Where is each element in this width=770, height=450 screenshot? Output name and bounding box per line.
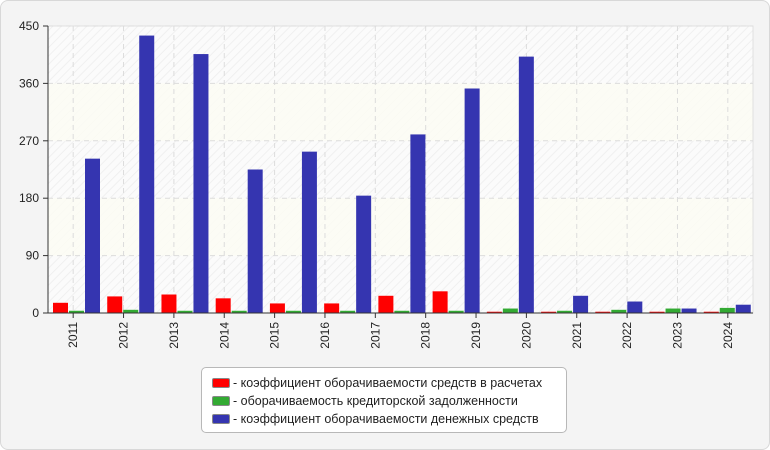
- y-tick-label: 360: [19, 76, 39, 90]
- legend-swatch-green: [212, 396, 230, 406]
- bar: [356, 195, 372, 313]
- bar: [611, 309, 627, 313]
- bar: [735, 304, 751, 313]
- bar: [53, 302, 68, 313]
- x-tick-label: 2016: [318, 322, 332, 349]
- legend-label: - коэффициент оборачиваемости средств в …: [233, 376, 543, 390]
- bar: [649, 311, 665, 313]
- bar: [123, 309, 139, 313]
- bar: [464, 88, 480, 313]
- legend-swatch-red: [212, 378, 230, 388]
- bar: [448, 310, 464, 313]
- plot-band: [48, 198, 753, 256]
- bar: [247, 169, 263, 313]
- bar: [177, 310, 193, 313]
- x-tick-label: 2017: [368, 322, 382, 349]
- bar: [394, 310, 410, 313]
- bar: [85, 158, 100, 313]
- bar: [681, 308, 697, 313]
- legend-item-payables: - оборачиваемость кредиторской задолженн…: [212, 392, 566, 410]
- bar: [703, 311, 719, 313]
- bar: [324, 303, 340, 313]
- x-tick-label: 2023: [670, 322, 684, 349]
- plot-area: [48, 26, 753, 313]
- bar: [340, 310, 356, 313]
- bar: [486, 311, 502, 313]
- bar: [541, 311, 557, 313]
- x-tick-label: 2014: [217, 322, 231, 349]
- bar: [595, 311, 611, 313]
- bar: [193, 54, 209, 313]
- x-tick-label: 2019: [469, 322, 483, 349]
- bar: [231, 310, 247, 313]
- x-tick-label: 2013: [167, 322, 181, 349]
- x-tick-label: 2011: [66, 322, 80, 348]
- bar: [665, 308, 681, 313]
- bar: [518, 56, 534, 313]
- y-tick-label: 90: [26, 249, 40, 263]
- y-tick-label: 0: [32, 306, 39, 320]
- legend-item-cash: - коэффициент оборачиваемости денежных с…: [212, 410, 566, 428]
- legend-item-receivables: - коэффициент оборачиваемости средств в …: [212, 374, 566, 392]
- bar: [627, 301, 643, 313]
- bar: [719, 307, 735, 313]
- bar: [502, 308, 518, 313]
- x-tick-label: 2015: [268, 322, 282, 349]
- x-tick-label: 2012: [117, 322, 131, 349]
- x-tick-label: 2022: [620, 322, 634, 349]
- bar: [161, 294, 177, 313]
- bar: [378, 295, 394, 313]
- y-tick-label: 180: [19, 191, 39, 205]
- bar: [410, 134, 426, 313]
- bar: [215, 298, 231, 313]
- y-tick-label: 450: [19, 19, 39, 33]
- bar: [69, 310, 84, 313]
- x-tick-label: 2021: [570, 322, 584, 349]
- bar-chart: 0 90 180 270 360 450 2011 2012 2013 2014 2015 2016 2…: [19, 19, 754, 349]
- bar: [432, 291, 448, 313]
- bar: [139, 35, 155, 314]
- bar: [269, 303, 285, 313]
- x-tick-label: 2024: [721, 322, 735, 349]
- x-tick-label: 2020: [519, 322, 533, 349]
- bar: [573, 295, 589, 313]
- legend: - коэффициент оборачиваемости средств в …: [201, 367, 567, 433]
- y-tick-label: 270: [19, 134, 39, 148]
- x-tick-label: 2018: [419, 322, 433, 349]
- legend-label: - оборачиваемость кредиторской задолженн…: [233, 394, 518, 408]
- legend-label: - коэффициент оборачиваемости денежных с…: [233, 412, 539, 426]
- bar: [107, 296, 123, 313]
- legend-swatch-blue: [212, 414, 230, 424]
- bar: [301, 151, 317, 313]
- bar: [285, 310, 301, 313]
- bar: [557, 310, 573, 313]
- plot-band: [48, 83, 753, 141]
